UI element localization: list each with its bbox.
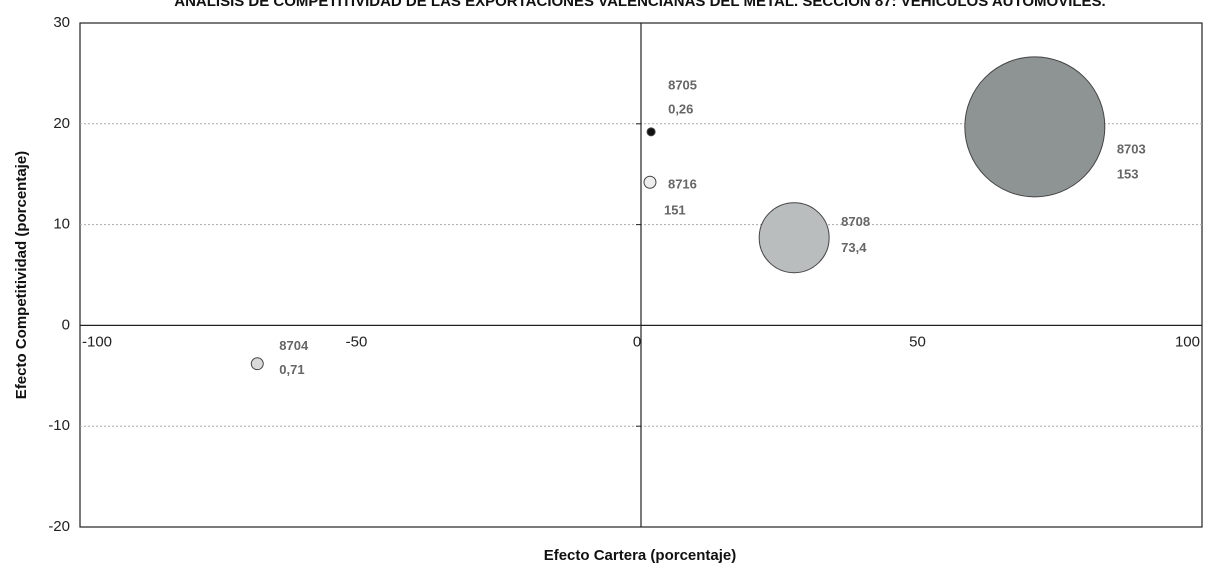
- y-tick-label: -20: [48, 518, 70, 535]
- bubble-name: 8704: [279, 338, 309, 353]
- bubble-value-label: 0,71: [279, 362, 304, 377]
- bubble-name: 8708: [841, 214, 870, 229]
- x-tick-label: -100: [82, 333, 112, 350]
- bubble-value-label: 0,26: [668, 101, 693, 116]
- chart-title: ANÁLISIS DE COMPETITIVIDAD DE LAS EXPORT…: [174, 0, 1105, 10]
- bubble: [646, 127, 656, 137]
- bubble: [964, 56, 1106, 198]
- y-axis-title: Efecto Competitividad (porcentaje): [13, 151, 30, 399]
- x-tick-label: -50: [346, 333, 368, 350]
- bubble-value-label: 153: [1117, 166, 1139, 181]
- bubble-name: 8716: [668, 177, 697, 192]
- bubble-name: 8703: [1117, 141, 1146, 156]
- y-tick-label: 20: [53, 115, 70, 132]
- y-tick-label: 10: [53, 216, 70, 233]
- bubble: [250, 357, 264, 371]
- y-tick-label: 0: [62, 316, 70, 333]
- bubble: [643, 175, 657, 189]
- bubble-value-label: 73,4: [841, 240, 867, 255]
- x-tick-label: 100: [1175, 333, 1200, 350]
- bubble: [758, 202, 830, 274]
- x-axis-title: Efecto Cartera (porcentaje): [544, 547, 737, 564]
- bubble-value-label: 151: [664, 203, 686, 218]
- y-tick-label: -10: [48, 417, 70, 434]
- x-tick-label: 50: [909, 333, 926, 350]
- y-tick-label: 30: [53, 14, 70, 31]
- bubble-name: 8705: [668, 77, 697, 92]
- x-tick-label: 0: [633, 333, 641, 350]
